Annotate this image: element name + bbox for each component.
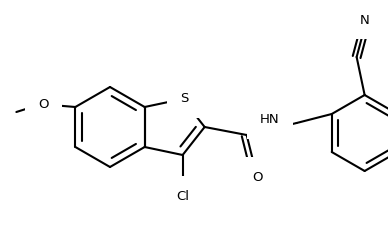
Text: N: N bbox=[360, 14, 369, 26]
Text: O: O bbox=[252, 171, 263, 184]
Text: O: O bbox=[38, 98, 48, 111]
Text: S: S bbox=[180, 92, 189, 105]
Text: Cl: Cl bbox=[176, 190, 189, 202]
Text: HN: HN bbox=[260, 113, 279, 126]
